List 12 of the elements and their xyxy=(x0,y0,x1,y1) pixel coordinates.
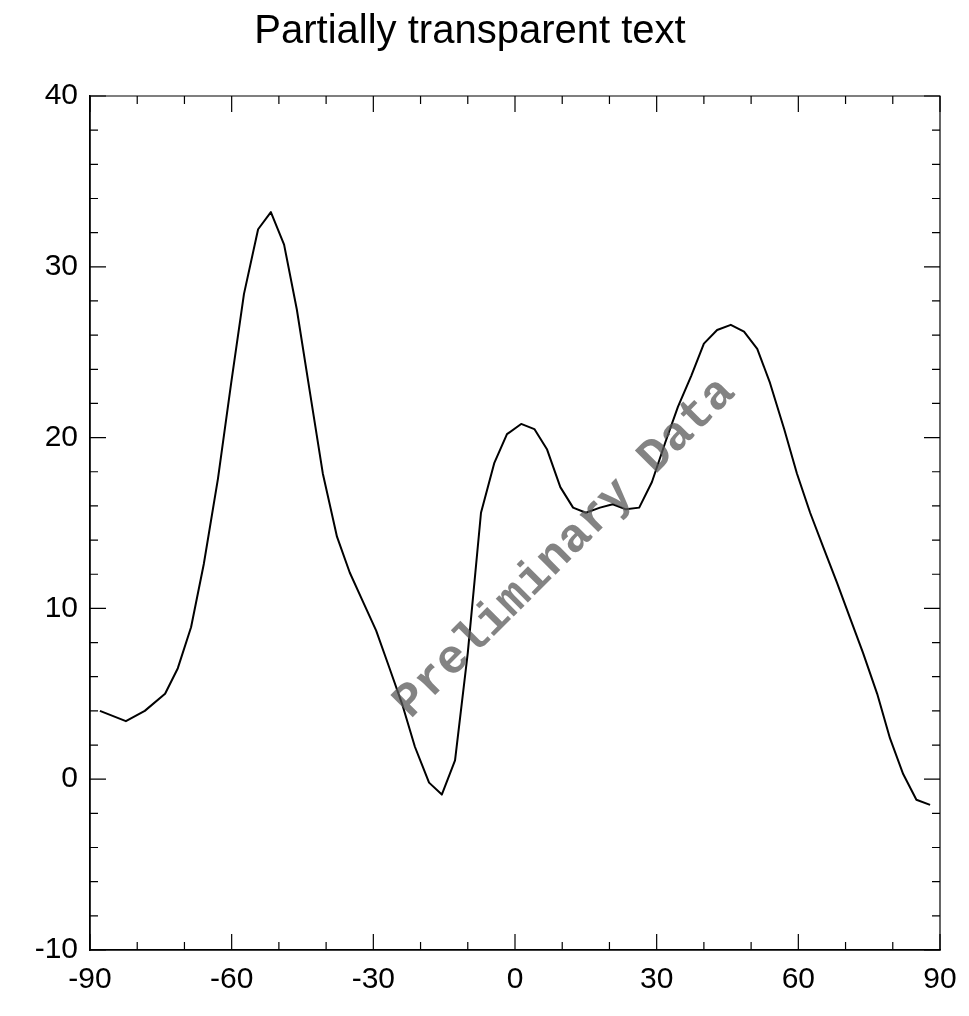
x-tick-label: -60 xyxy=(209,961,254,995)
y-tick-label: 10 xyxy=(44,589,78,623)
y-tick-label: 30 xyxy=(44,248,78,282)
x-tick-label: 0 xyxy=(506,961,524,995)
x-tick-label: 90 xyxy=(923,961,957,995)
y-tick-label: 40 xyxy=(44,77,78,111)
x-tick-label: 30 xyxy=(639,961,674,995)
x-tick-label: -30 xyxy=(351,961,396,995)
y-tick-label: 0 xyxy=(61,760,78,794)
chart-title: Partially transparent text xyxy=(254,7,686,52)
y-tick-label: 20 xyxy=(44,418,78,452)
x-tick-label: 60 xyxy=(781,961,816,995)
